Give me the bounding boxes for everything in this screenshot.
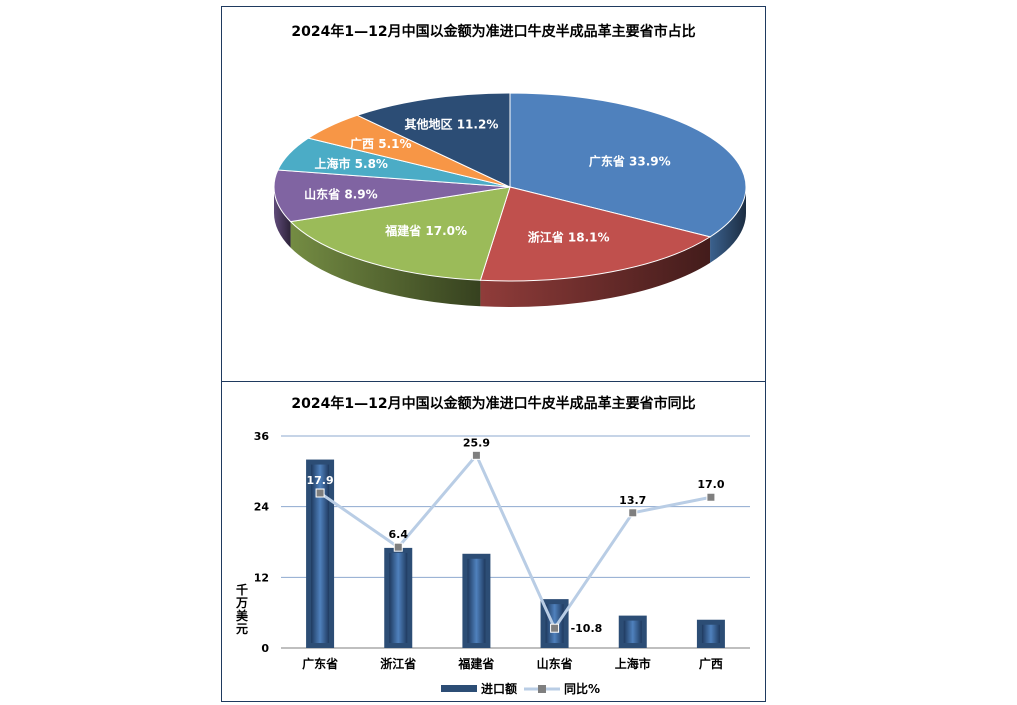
yoy-marker	[393, 542, 403, 552]
bar-bevel	[545, 604, 564, 643]
pie-slice-福建省	[289, 186, 511, 281]
pie-slice-浙江省	[479, 186, 712, 282]
pie-label-山东省: 山东省 8.9%	[304, 187, 377, 202]
bar-chart-title: 2024年1—12月中国以金额为准进口牛皮半成品革主要省市同比	[291, 396, 696, 412]
pie-label-其他地区: 其他地区 11.2%	[405, 116, 499, 131]
bar-chart-panel: 2024年1—12月中国以金额为准进口牛皮半成品革主要省市同比 0 12 24 36 -…	[221, 381, 766, 702]
bar-bevel	[311, 464, 330, 643]
pie-side-福建省	[290, 221, 481, 307]
x-tick-山东省: 山东省	[537, 656, 573, 671]
bar-bevel	[701, 624, 720, 643]
legend-line-label: 同比%	[564, 681, 600, 696]
pie-label-广西: 广西 5.1%	[350, 136, 411, 151]
legend-bar-swatch	[441, 685, 477, 692]
left-axis-tick: 12	[254, 571, 269, 584]
yoy-label: 25.9	[463, 436, 490, 449]
left-axis-tick: 0	[261, 642, 269, 655]
legend-line-marker	[538, 685, 546, 693]
x-tick-上海市: 上海市	[615, 656, 651, 671]
pie-label-上海市: 上海市 5.8%	[315, 156, 388, 171]
pie-label-浙江省: 浙江省 18.1%	[528, 229, 610, 244]
yoy-marker	[628, 508, 638, 518]
x-tick-广东省: 广东省	[302, 656, 338, 671]
left-axis-tick: 24	[254, 501, 270, 514]
yoy-marker	[315, 488, 325, 498]
pie-chart-title: 2024年1—12月中国以金额为准进口牛皮半成品革主要省市占比	[291, 24, 696, 40]
bar-line-chart: 0122436-1501530千万美元广东省浙江省福建省山东省上海市广西17.9…	[235, 430, 750, 696]
x-tick-广西: 广西	[699, 656, 723, 671]
x-tick-浙江省: 浙江省	[380, 656, 416, 671]
pie-chart: 广东省 33.9% 浙江省 18.1% 福建省 17.0% 山东省 8.9% 上海市 5…	[273, 92, 747, 307]
pie-label-福建省: 福建省 17.0%	[384, 223, 467, 238]
yoy-label: 17.0	[697, 478, 724, 491]
yoy-line	[319, 452, 712, 632]
legend-bar-label: 进口额	[481, 681, 517, 696]
y-axis-label: 千万美元	[235, 582, 249, 636]
bar-bevel	[467, 558, 486, 643]
yoy-label: 6.4	[389, 528, 409, 541]
yoy-label: 13.7	[619, 494, 646, 507]
bar-bevel	[389, 552, 408, 643]
pie-chart-panel: 2024年1—12月中国以金额为准进口牛皮半成品革主要省市占比 广东省 33.9…	[221, 6, 766, 382]
yoy-marker	[550, 623, 560, 633]
yoy-marker	[706, 492, 716, 502]
x-tick-福建省: 福建省	[457, 656, 494, 671]
yoy-label: 17.9	[307, 474, 334, 487]
yoy-label: -10.8	[571, 622, 603, 635]
pie-side-浙江省	[480, 236, 711, 307]
pie-side-广东省	[710, 187, 746, 263]
pie-side-山东省	[274, 187, 291, 248]
pie-label-广东省: 广东省 33.9%	[589, 154, 671, 169]
left-axis-tick: 36	[254, 430, 270, 443]
yoy-marker	[471, 450, 481, 460]
pie-slice-广东省	[509, 92, 747, 238]
bar-bevel	[623, 620, 642, 643]
pie-slice-其他地区	[355, 92, 511, 188]
